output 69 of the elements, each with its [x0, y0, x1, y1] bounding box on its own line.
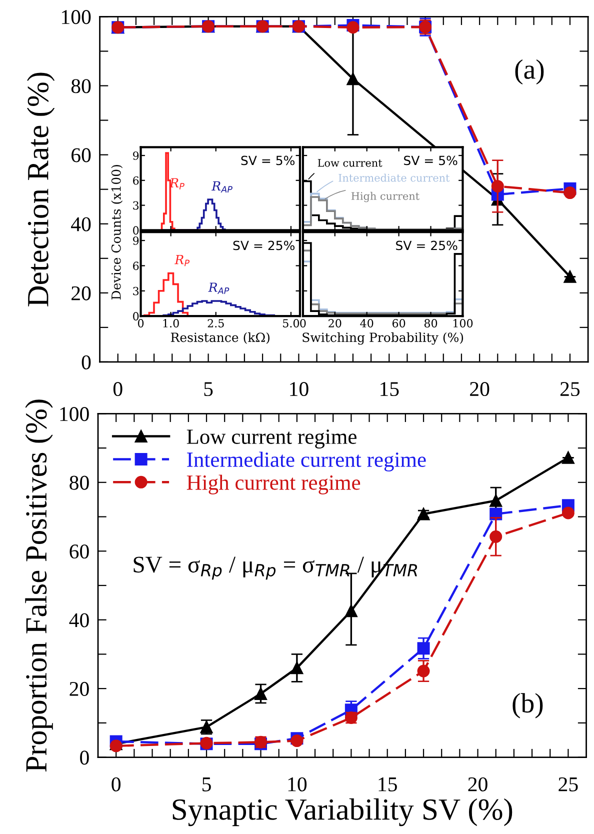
- annotation: SV = 5%: [241, 156, 295, 166]
- x-tick-label: 0: [300, 319, 306, 328]
- x-tick-label: 20: [468, 777, 488, 792]
- x-tick-label: 15: [378, 777, 397, 792]
- y-axis-title: Detection Rate (%): [26, 72, 55, 306]
- y-tick-label: 100: [62, 10, 91, 24]
- y-tick-label: 20: [70, 682, 89, 696]
- annotation: SV = 25%: [396, 240, 458, 250]
- y-tick-label: 80: [71, 79, 91, 94]
- x-axis-title: Resistance (kΩ): [170, 332, 270, 344]
- point: [564, 270, 576, 283]
- series-label: R$_{P}$: [169, 178, 184, 190]
- y-tick-label: 6: [133, 262, 139, 270]
- x-tick-label: 100: [453, 319, 473, 328]
- x-tick-label: 1.0: [163, 319, 179, 328]
- series-label: Low current: [318, 159, 382, 167]
- x-tick-label: 0: [112, 777, 121, 792]
- series-label: R$_{AP}$: [208, 282, 230, 294]
- x-axis-title: Switching Probability (%): [302, 332, 464, 345]
- y-axis-title: Device Counts (x100): [111, 165, 123, 300]
- series-label: R$_{P}$: [174, 254, 190, 266]
- x-tick-label: 25: [560, 382, 580, 396]
- y-tick-label: 20: [72, 286, 91, 300]
- point: [290, 734, 304, 748]
- y-tick-label: 60: [70, 544, 89, 559]
- x-tick-label: 40: [360, 319, 374, 328]
- legend-label: Low current regime: [186, 430, 356, 448]
- x-tick-label: 10: [290, 382, 308, 396]
- legend-label: Intermediate current regime: [187, 452, 426, 472]
- x-tick-label: 60: [392, 319, 406, 328]
- y-tick-label: 100: [60, 407, 89, 422]
- x-tick-label: 25: [558, 777, 578, 792]
- y-tick-label: 0: [133, 226, 139, 235]
- y-tick-label: 0: [80, 750, 89, 765]
- y-tick-label: 6: [133, 176, 139, 185]
- x-tick-label: 5: [202, 778, 211, 792]
- point: [562, 451, 574, 464]
- y-tick-label: 60: [72, 148, 91, 162]
- annotation: SV = 5%: [404, 156, 458, 166]
- x-tick-label: 5: [204, 382, 213, 396]
- y-tick-label: 40: [69, 613, 89, 628]
- y-axis-title: Proportion False Positives (%): [25, 400, 53, 772]
- x-tick-label: 20: [470, 382, 490, 396]
- x-tick-label: 80: [424, 319, 438, 328]
- point: [564, 186, 576, 200]
- annotation: (a): [515, 59, 544, 85]
- x-tick-label: 15: [380, 382, 399, 396]
- y-tick-label: 40: [71, 217, 91, 232]
- annotation: (b): [512, 693, 543, 718]
- x-tick-label: 2.5: [208, 319, 224, 328]
- y-tick-label: 0: [82, 355, 91, 370]
- x-axis-title: Synaptic Variability SV (%): [172, 798, 512, 826]
- annotation: SV = σ$_{Rp}$ / μ$_{Rp}$ = σ$_{TMR}$ / μ$_{TMR}$: [134, 556, 418, 580]
- y-tick-label: 3: [133, 201, 139, 210]
- y-tick-label: 9: [133, 236, 139, 245]
- x-tick-label: 10: [288, 777, 307, 792]
- x-tick-label: 20: [328, 319, 342, 328]
- series-label: R$_{AP}$: [211, 181, 232, 193]
- y-tick-label: 3: [133, 286, 139, 296]
- annotation: SV = 25%: [233, 240, 295, 250]
- x-tick-label: 0: [113, 382, 122, 396]
- y-tick-label: 0: [133, 312, 139, 320]
- x-tick-label: 5.0: [283, 319, 300, 328]
- y-tick-label: 9: [133, 151, 139, 160]
- series-label: High current: [351, 192, 420, 202]
- y-tick-label: 80: [70, 476, 89, 490]
- series-label: Intermediate current: [338, 174, 450, 182]
- legend-label: High current regime: [186, 474, 360, 494]
- point: [562, 506, 574, 520]
